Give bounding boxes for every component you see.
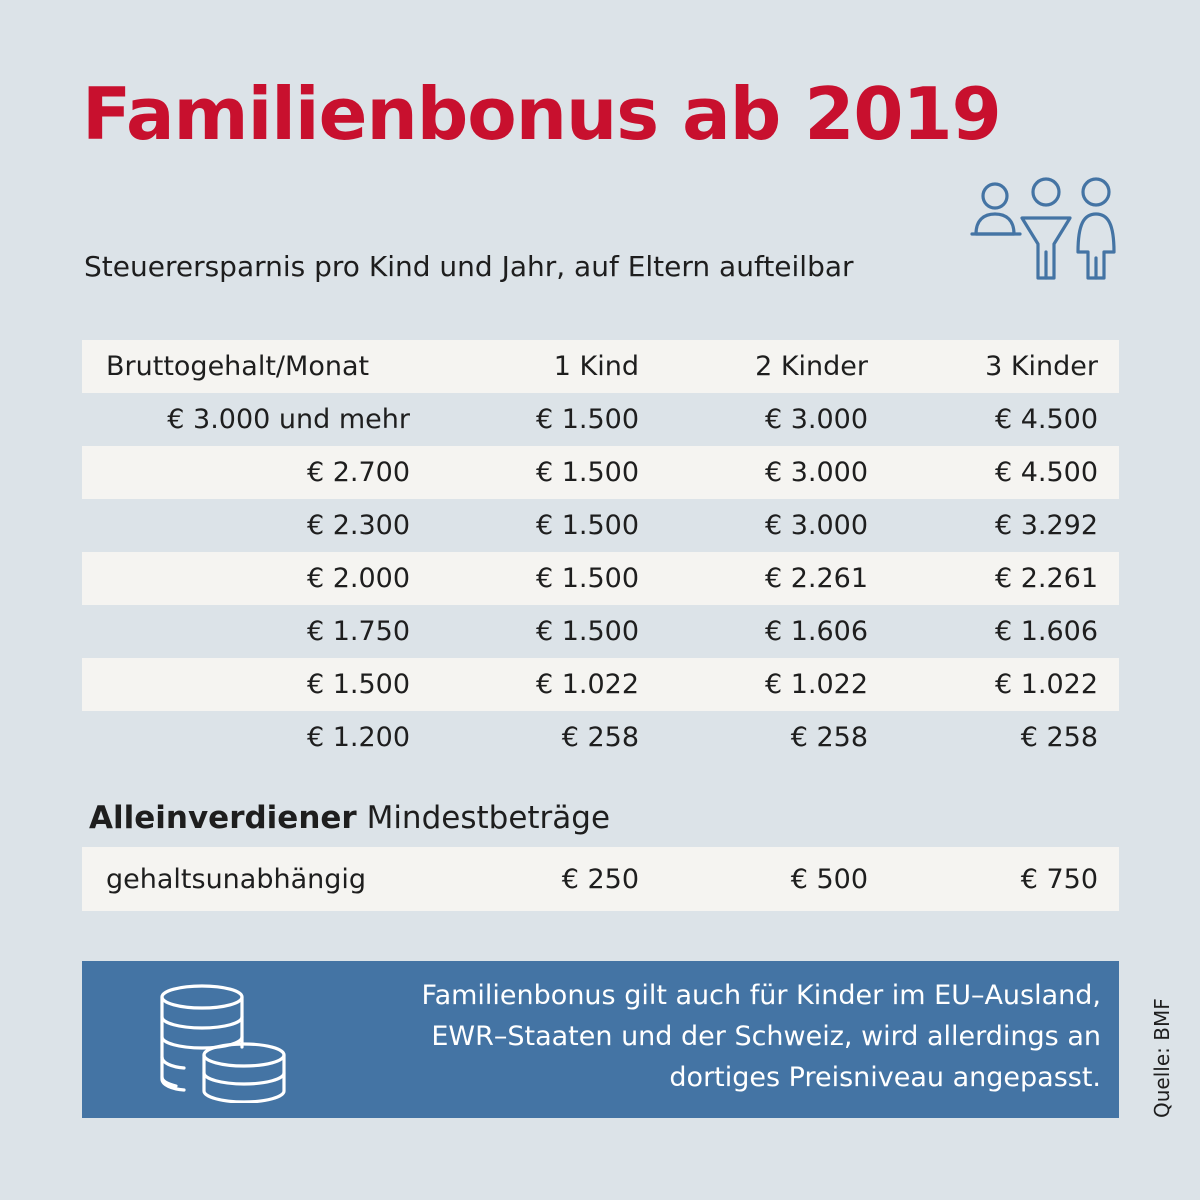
alleinverdiener-row: gehaltsunabhängig € 250 € 500 € 750 [82, 847, 1119, 911]
cell-salary: € 1.200 [306, 722, 410, 753]
table-header-row: Bruttogehalt/Monat 1 Kind 2 Kinder 3 Kin… [82, 340, 1119, 393]
cell-2-children: € 3.000 [764, 510, 868, 541]
info-line: Familienbonus gilt auch für Kinder im EU… [421, 980, 1101, 1011]
cell-1-child: € 1.500 [535, 563, 639, 594]
cell-2-children: € 500 [790, 863, 868, 895]
info-text: Familienbonus gilt auch für Kinder im EU… [422, 975, 1101, 1098]
cell-salary: gehaltsunabhängig [106, 863, 367, 895]
cell-3-children: € 750 [1020, 863, 1098, 895]
cell-salary: € 2.300 [306, 510, 410, 541]
cell-3-children: € 4.500 [994, 404, 1098, 435]
table-row: € 2.700 € 1.500 € 3.000 € 4.500 [82, 446, 1119, 499]
cell-1-child: € 1.500 [535, 616, 639, 647]
cell-3-children: € 4.500 [994, 457, 1098, 488]
section-title-alleinverdiener: Alleinverdiener Mindestbeträge [89, 800, 610, 836]
table-row: € 3.000 und mehr € 1.500 € 3.000 € 4.500 [82, 393, 1119, 446]
cell-salary: € 3.000 und mehr [167, 404, 410, 435]
table-row: € 1.500 € 1.022 € 1.022 € 1.022 [82, 658, 1119, 711]
cell-3-children: € 2.261 [994, 563, 1098, 594]
cell-salary: € 1.500 [306, 669, 410, 700]
column-header-salary: Bruttogehalt/Monat [106, 351, 370, 382]
column-header-2-children: 2 Kinder [755, 351, 868, 382]
source-label: Quelle: BMF [1150, 998, 1174, 1118]
cell-salary: € 2.000 [306, 563, 410, 594]
coins-icon [160, 984, 286, 1103]
subtitle: Steuerersparnis pro Kind und Jahr, auf E… [84, 250, 854, 283]
section-title-rest: Mindestbeträge [356, 800, 611, 836]
cell-3-children: € 1.022 [994, 669, 1098, 700]
table-row: € 1.750 € 1.500 € 1.606 € 1.606 [82, 605, 1119, 658]
cell-salary: € 1.750 [306, 616, 410, 647]
cell-1-child: € 1.022 [535, 669, 639, 700]
cell-1-child: € 250 [561, 863, 639, 895]
cell-1-child: € 1.500 [535, 510, 639, 541]
cell-salary: € 2.700 [306, 457, 410, 488]
family-icon [970, 177, 1116, 280]
cell-3-children: € 258 [1020, 722, 1098, 753]
cell-1-child: € 1.500 [535, 457, 639, 488]
info-line: dortiges Preisniveau angepasst. [669, 1062, 1101, 1093]
table-row: € 2.000 € 1.500 € 2.261 € 2.261 [82, 552, 1119, 605]
cell-1-child: € 258 [561, 722, 639, 753]
cell-3-children: € 1.606 [994, 616, 1098, 647]
cell-2-children: € 3.000 [764, 404, 868, 435]
column-header-1-child: 1 Kind [553, 351, 639, 382]
cell-3-children: € 3.292 [994, 510, 1098, 541]
info-line: EWR–Staaten und der Schweiz, wird allerd… [431, 1021, 1101, 1052]
cell-2-children: € 1.606 [764, 616, 868, 647]
cell-2-children: € 258 [790, 722, 868, 753]
table-row: € 2.300 € 1.500 € 3.000 € 3.292 [82, 499, 1119, 552]
section-title-bold: Alleinverdiener [89, 800, 357, 836]
cell-2-children: € 3.000 [764, 457, 868, 488]
info-box: Familienbonus gilt auch für Kinder im EU… [82, 961, 1119, 1118]
cell-1-child: € 1.500 [535, 404, 639, 435]
cell-2-children: € 2.261 [764, 563, 868, 594]
column-header-3-children: 3 Kinder [985, 351, 1098, 382]
bonus-table: Bruttogehalt/Monat 1 Kind 2 Kinder 3 Kin… [82, 340, 1119, 764]
table-row: € 1.200 € 258 € 258 € 258 [82, 711, 1119, 764]
cell-2-children: € 1.022 [764, 669, 868, 700]
page-title: Familienbonus ab 2019 [82, 72, 1002, 156]
